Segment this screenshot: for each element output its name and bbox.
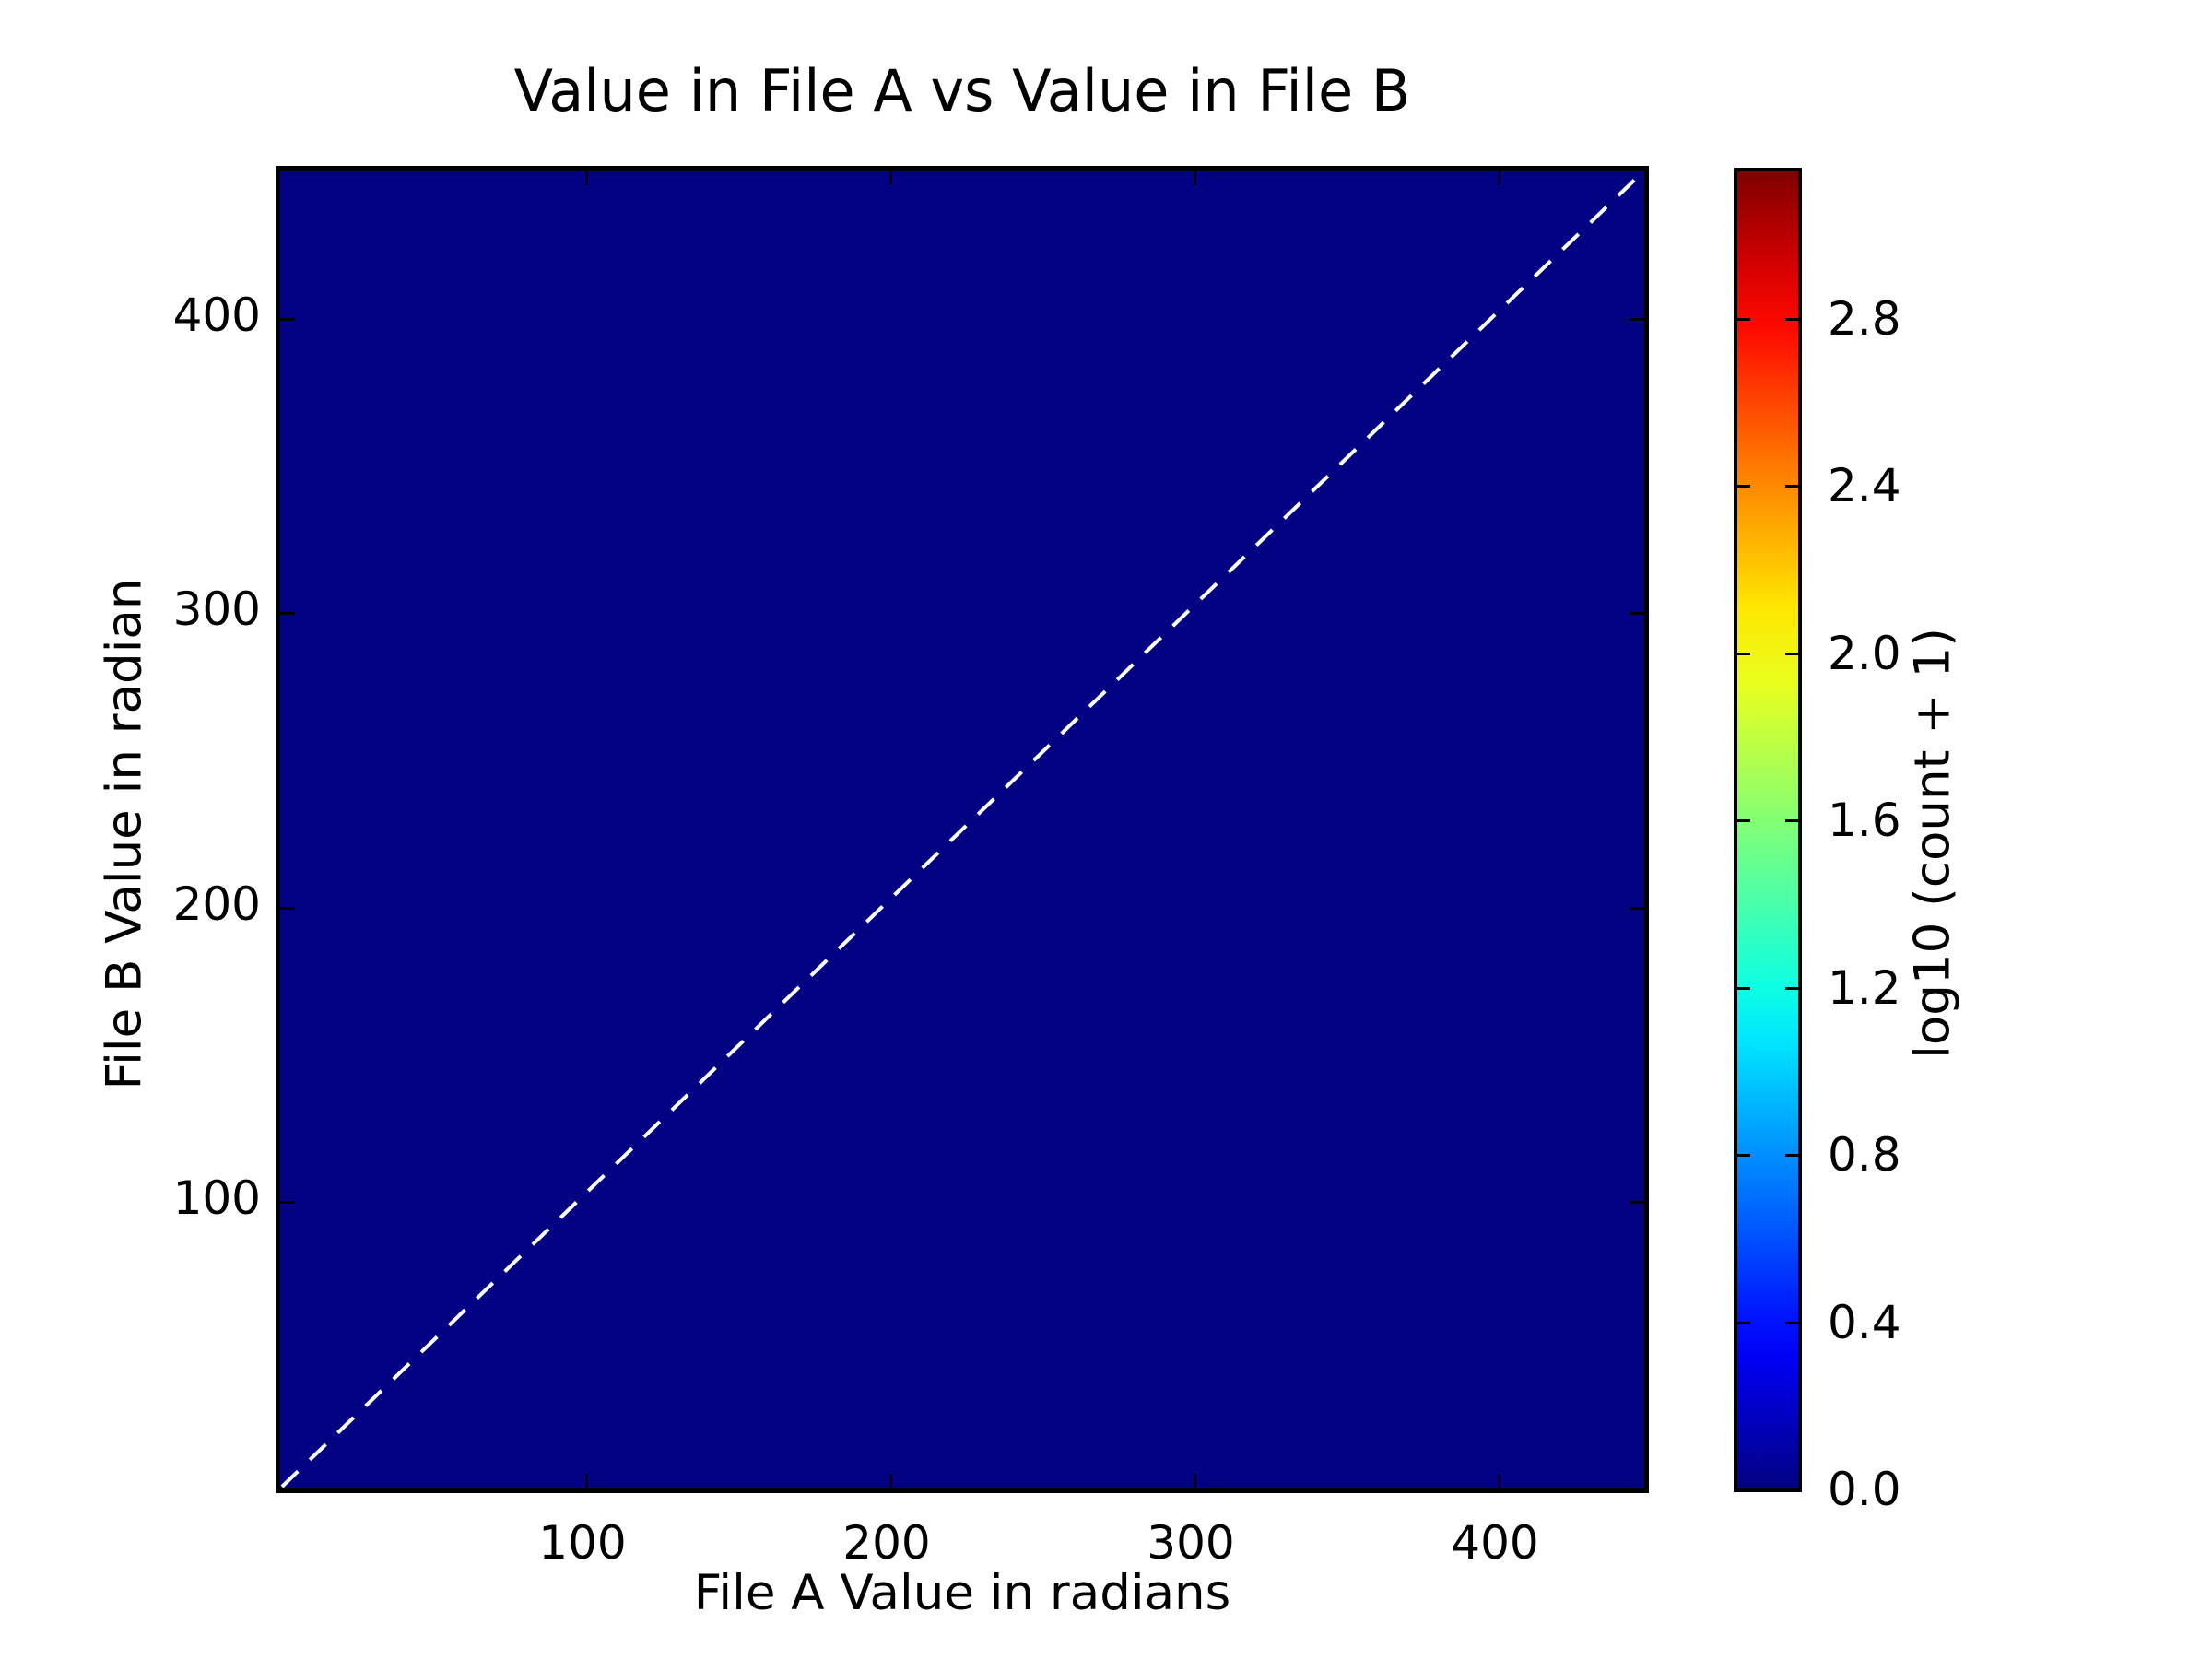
y-axis-label: File B Value in radian [96,578,153,1090]
colorbar [1734,168,1802,1492]
x-tick-mark-300-bottom [1194,1474,1196,1488]
colorbar-tick-2.8-right [1785,318,1798,321]
y-tick-mark-100-left [280,1201,295,1204]
x-tick-label-400: 400 [1451,1516,1539,1570]
colorbar-tick-label-2.0: 2.0 [1828,627,1901,680]
y-tick-mark-200-right [1630,907,1644,910]
y-tick-mark-300-left [280,612,295,615]
y-tick-mark-100-right [1630,1201,1644,1204]
x-tick-mark-400-top [1498,171,1500,185]
colorbar-tick-1.6-right [1785,819,1798,822]
x-tick-label-300: 300 [1147,1516,1235,1570]
colorbar-tick-label-2.8: 2.8 [1828,292,1901,346]
colorbar-tick-1.2-right [1785,987,1798,990]
colorbar-tick-0.4-right [1785,1322,1798,1324]
x-tick-mark-300-top [1194,171,1196,185]
x-tick-mark-100-top [585,171,588,185]
x-tick-mark-400-bottom [1498,1474,1500,1488]
colorbar-tick-label-0.8: 0.8 [1828,1128,1901,1182]
y-tick-mark-200-left [280,907,295,910]
colorbar-tick-0.8-left [1737,1154,1750,1157]
colorbar-tick-label-2.4: 2.4 [1828,459,1901,512]
chart-title: Value in File A vs Value in File B [513,57,1411,124]
x-tick-mark-100-bottom [585,1474,588,1488]
colorbar-axis-label: log10 (count + 1) [1904,628,1961,1059]
x-axis-label: File A Value in radians [693,1565,1231,1621]
y-tick-label-300: 300 [172,582,261,636]
x-tick-label-100: 100 [538,1516,627,1570]
y-tick-mark-400-left [280,318,295,321]
colorbar-tick-label-1.2: 1.2 [1828,961,1901,1015]
x-tick-mark-200-top [889,171,892,185]
colorbar-tick-2.4-right [1785,485,1798,488]
x-tick-mark-200-bottom [889,1474,892,1488]
colorbar-tick-0.4-left [1737,1322,1750,1324]
colorbar-tick-1.2-left [1737,987,1750,990]
colorbar-tick-1.6-left [1737,819,1750,822]
colorbar-tick-label-0.0: 0.0 [1828,1463,1901,1516]
colorbar-tick-label-0.4: 0.4 [1828,1296,1901,1349]
colorbar-tick-2.8-left [1737,318,1750,321]
y-tick-label-400: 400 [172,288,261,342]
y-tick-mark-300-right [1630,612,1644,615]
diagonal-reference-line [280,171,1644,1488]
y-tick-label-100: 100 [172,1171,261,1225]
y-tick-label-200: 200 [172,877,261,931]
colorbar-tick-2.0-left [1737,653,1750,655]
colorbar-tick-label-1.6: 1.6 [1828,794,1901,847]
x-tick-label-200: 200 [842,1516,931,1570]
colorbar-tick-2.4-left [1737,485,1750,488]
heatmap-plot-area [276,166,1649,1493]
colorbar-tick-2.0-right [1785,653,1798,655]
colorbar-tick-0.8-right [1785,1154,1798,1157]
y-tick-mark-400-right [1630,318,1644,321]
